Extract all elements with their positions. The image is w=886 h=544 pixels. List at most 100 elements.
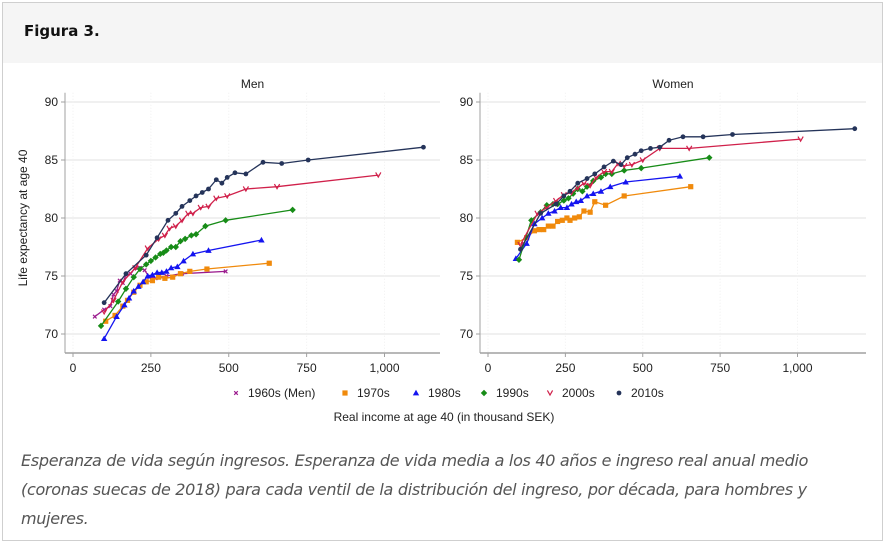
marker-circle	[592, 171, 598, 177]
marker-triangle	[100, 335, 108, 342]
x-tick-label: 0	[70, 361, 77, 375]
marker-circle	[666, 137, 672, 143]
marker-v	[686, 145, 693, 152]
marker-triangle	[130, 287, 137, 294]
marker-diamond	[152, 254, 159, 261]
marker-diamond	[579, 188, 586, 195]
marker-v	[189, 210, 197, 217]
y-tick-label: 80	[45, 211, 59, 225]
marker-square	[531, 228, 538, 234]
marker-triangle	[523, 240, 530, 246]
x-tick-label: 750	[297, 361, 317, 375]
marker-circle	[232, 170, 238, 176]
y-tick-label: 90	[460, 95, 474, 109]
legend-label: 1980s	[428, 386, 461, 400]
marker-diamond	[136, 265, 144, 273]
marker-square	[156, 274, 162, 280]
marker-v	[213, 195, 220, 202]
marker-circle	[638, 148, 644, 154]
marker-circle	[421, 144, 426, 150]
marker-v	[600, 168, 608, 175]
x-tick-label: 250	[555, 361, 575, 375]
marker-v	[224, 193, 231, 200]
marker-circle	[213, 177, 219, 183]
marker-square	[587, 209, 593, 215]
marker-v	[628, 161, 636, 168]
legend-label: 1970s	[357, 386, 390, 400]
marker-v	[273, 183, 281, 190]
marker-circle	[123, 271, 129, 277]
y-tick-label: 75	[45, 269, 59, 283]
marker-circle	[567, 188, 573, 194]
series-line	[103, 146, 424, 304]
series-line	[100, 209, 293, 327]
marker-diamond	[163, 247, 170, 254]
marker-circle	[561, 193, 567, 199]
marker-square	[187, 268, 193, 274]
x-tick-label: 500	[219, 361, 239, 375]
marker-diamond	[560, 197, 568, 204]
marker-diamond	[222, 217, 229, 224]
y-tick-label: 80	[460, 211, 474, 225]
marker-square	[555, 218, 561, 225]
marker-circle	[143, 252, 149, 258]
marker-square	[536, 227, 542, 233]
marker-circle	[657, 144, 663, 150]
marker-diamond	[528, 217, 535, 224]
marker-x	[92, 314, 98, 319]
marker-diamond	[172, 243, 179, 251]
marker-diamond	[181, 235, 189, 243]
marker-circle	[730, 132, 735, 137]
marker-circle	[193, 193, 199, 199]
marker-triangle	[545, 210, 552, 216]
marker-triangle	[135, 283, 142, 289]
marker-circle	[632, 151, 638, 157]
marker-triangle	[622, 178, 629, 185]
figure-title: Figura 3.	[24, 22, 100, 40]
marker-triangle	[121, 301, 128, 308]
marker-v	[546, 390, 554, 397]
y-tick-label: 85	[460, 153, 474, 167]
y-tick-label: 70	[45, 327, 59, 341]
marker-square	[177, 271, 184, 277]
marker-triangle	[149, 271, 156, 278]
marker-diamond	[122, 285, 130, 292]
marker-x	[111, 292, 116, 297]
marker-square	[162, 275, 168, 281]
y-axis-label: Life expectancy at age 40	[16, 149, 30, 286]
marker-diamond	[597, 174, 605, 181]
marker-square	[143, 279, 149, 285]
marker-v	[593, 174, 600, 181]
marker-triangle	[563, 204, 571, 210]
x-tick-label: 750	[710, 361, 730, 375]
marker-x	[233, 390, 239, 396]
marker-v	[580, 180, 588, 187]
marker-diamond	[147, 257, 155, 265]
marker-square	[550, 223, 556, 229]
marker-v	[110, 297, 117, 304]
marker-diamond	[620, 167, 628, 174]
marker-square	[103, 318, 109, 324]
marker-circle	[279, 161, 285, 166]
marker-square	[688, 184, 694, 190]
marker-diamond	[192, 231, 200, 238]
marker-triangle	[607, 183, 614, 190]
marker-circle	[305, 157, 311, 163]
marker-square	[204, 266, 210, 272]
marker-diamond	[177, 238, 184, 245]
marker-circle	[616, 390, 622, 396]
marker-v	[608, 168, 615, 175]
marker-triangle	[113, 313, 120, 319]
marker-square	[266, 260, 272, 266]
marker-circle	[618, 162, 624, 168]
marker-triangle	[676, 173, 684, 179]
marker-circle	[187, 198, 193, 204]
marker-square	[170, 274, 176, 280]
marker-circle	[584, 176, 590, 181]
marker-diamond	[515, 256, 523, 263]
marker-diamond	[188, 232, 195, 239]
marker-circle	[575, 180, 581, 186]
panel-title: Women	[652, 77, 693, 91]
marker-square	[572, 215, 578, 221]
